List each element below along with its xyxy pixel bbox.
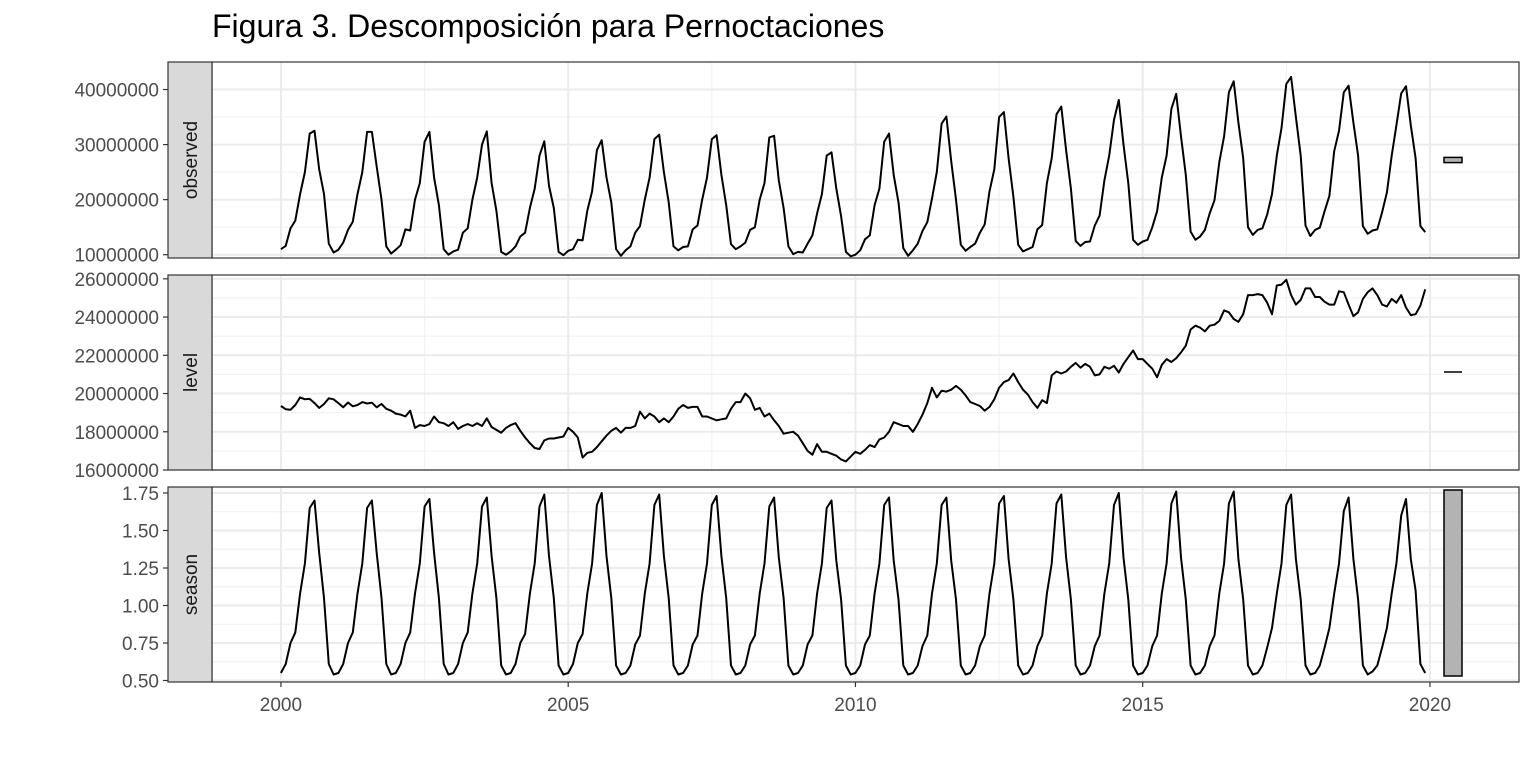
y-tick-label: 20000000 [74, 191, 159, 212]
panels-layer: observed 10000000 20000000 30000000 40000000… [74, 61, 1520, 693]
y-tick-label: 22000000 [74, 346, 159, 367]
x-axis: 2000 2005 2010 2015 2020 [260, 682, 1451, 716]
x-tick-label: 2005 [547, 695, 589, 716]
facet-strip [167, 486, 213, 683]
y-tick-label: 1.25 [122, 559, 159, 580]
panel-season: season 0.50 0.75 1.00 1.25 1.50 1.75 [122, 484, 1520, 693]
y-tick-label: 16000000 [74, 461, 159, 482]
panel-background [212, 62, 1519, 258]
y-tick-label: 26000000 [74, 270, 159, 291]
panel-background [212, 487, 1519, 682]
series-line-observed [280, 75, 1426, 258]
scale-bar-observed [1443, 156, 1463, 164]
chart-title: Figura 3. Descomposición para Pernoctaci… [212, 8, 885, 44]
y-tick-label: 20000000 [74, 385, 159, 406]
y-tick-label: 24000000 [74, 308, 159, 329]
y-tick-label: 0.75 [122, 634, 159, 655]
x-tick-label: 2010 [834, 695, 876, 716]
y-tick-label: 1.75 [122, 484, 159, 505]
panel-background [212, 275, 1519, 470]
y-tick-label: 10000000 [74, 246, 159, 267]
y-tick-label: 40000000 [74, 81, 159, 102]
panel-level: level 16000000 18000000 20000000 22000000 240… [74, 270, 1520, 482]
x-tick-label: 2000 [260, 695, 302, 716]
x-tick-label: 2020 [1409, 695, 1451, 716]
panel-observed: observed 10000000 20000000 30000000 40000000 [74, 61, 1520, 267]
facet-strip-label: season [181, 554, 202, 615]
y-tick-label: 0.50 [122, 672, 159, 693]
facet-strip-label: level [181, 353, 202, 392]
series-line-level [280, 278, 1427, 463]
y-tick-label: 1.50 [122, 522, 159, 543]
scale-bar-season [1443, 489, 1463, 677]
y-tick-label: 30000000 [74, 136, 159, 157]
y-tick-label: 1.00 [122, 597, 159, 618]
x-tick-label: 2015 [1122, 695, 1164, 716]
facet-strip-label: observed [181, 121, 202, 199]
facet-strip [167, 61, 213, 259]
y-tick-label: 18000000 [74, 423, 159, 444]
facet-strip [167, 274, 213, 471]
series-line-season [280, 490, 1427, 676]
